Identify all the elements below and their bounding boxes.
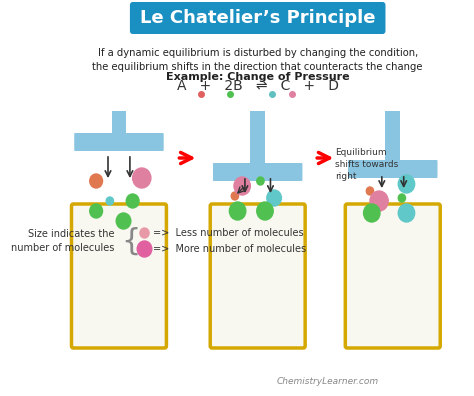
Circle shape bbox=[257, 177, 264, 185]
Text: ChemistryLearner.com: ChemistryLearner.com bbox=[277, 377, 379, 386]
FancyBboxPatch shape bbox=[345, 204, 440, 348]
Circle shape bbox=[366, 187, 374, 195]
Circle shape bbox=[229, 202, 246, 220]
Text: A   +   2B   ⇌   C   +   D: A + 2B ⇌ C + D bbox=[177, 79, 339, 93]
Circle shape bbox=[231, 192, 238, 200]
Bar bbox=[385, 111, 400, 161]
Circle shape bbox=[116, 213, 131, 229]
Circle shape bbox=[370, 191, 388, 211]
Text: Example: Change of Pressure: Example: Change of Pressure bbox=[166, 72, 349, 82]
FancyBboxPatch shape bbox=[130, 2, 385, 34]
Circle shape bbox=[137, 241, 152, 257]
FancyBboxPatch shape bbox=[348, 160, 438, 178]
Circle shape bbox=[140, 228, 149, 238]
Circle shape bbox=[90, 174, 102, 188]
Text: Equilibrium
shifts towards
right: Equilibrium shifts towards right bbox=[335, 148, 399, 181]
FancyBboxPatch shape bbox=[74, 133, 164, 151]
Circle shape bbox=[106, 197, 113, 205]
Circle shape bbox=[398, 175, 415, 193]
Circle shape bbox=[90, 204, 102, 218]
Text: =>  Less number of molecules: => Less number of molecules bbox=[153, 228, 303, 238]
Circle shape bbox=[364, 204, 380, 222]
Circle shape bbox=[133, 168, 151, 188]
Bar bbox=[112, 111, 126, 134]
Circle shape bbox=[267, 190, 282, 206]
Circle shape bbox=[398, 204, 415, 222]
Bar bbox=[250, 111, 265, 164]
Circle shape bbox=[126, 194, 139, 208]
FancyBboxPatch shape bbox=[210, 204, 305, 348]
Text: =>  More number of molecules: => More number of molecules bbox=[153, 244, 306, 254]
Text: If a dynamic equilibrium is disturbed by changing the condition,
the equilibrium: If a dynamic equilibrium is disturbed by… bbox=[92, 48, 423, 72]
FancyBboxPatch shape bbox=[213, 163, 302, 181]
Circle shape bbox=[398, 194, 406, 202]
Circle shape bbox=[234, 177, 250, 195]
FancyBboxPatch shape bbox=[72, 204, 166, 348]
Text: Size indicates the
number of molecules: Size indicates the number of molecules bbox=[11, 229, 114, 253]
Circle shape bbox=[257, 202, 273, 220]
Text: Le Chatelier’s Principle: Le Chatelier’s Principle bbox=[140, 9, 375, 27]
Text: {: { bbox=[122, 227, 141, 255]
